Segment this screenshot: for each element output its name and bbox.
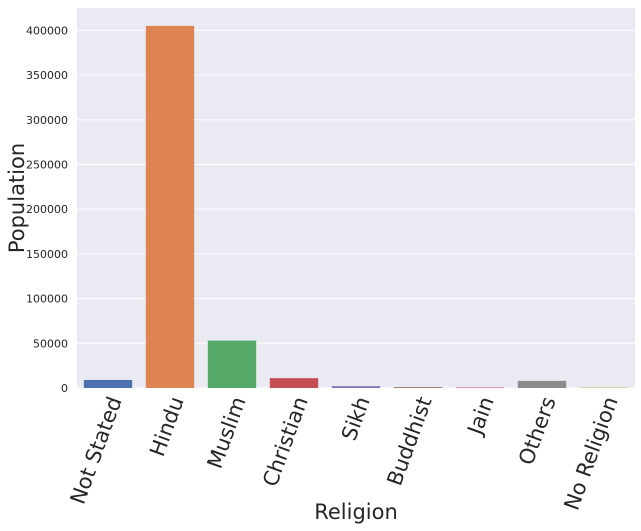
- bar-sikh: [331, 386, 381, 388]
- bar-not-stated: [83, 379, 133, 388]
- bar-christian: [269, 378, 319, 388]
- y-tick-label: 0: [61, 382, 68, 395]
- y-tick-label: 150000: [26, 248, 68, 261]
- y-axis-label: Population: [5, 143, 29, 253]
- bar-muslim: [207, 340, 257, 388]
- y-tick-label: 100000: [26, 293, 68, 306]
- x-tick-label: Muslim: [203, 394, 251, 472]
- y-tick-label: 250000: [26, 158, 68, 171]
- x-tick-label: Jain: [462, 394, 498, 440]
- x-tick-label: Not Stated: [66, 394, 127, 508]
- x-tick-label: Buddhist: [382, 394, 436, 489]
- bar-hindu: [145, 25, 195, 388]
- x-tick-label: Christian: [258, 394, 313, 490]
- y-tick-labels: 0 50000 100000 150000 200000 250000 300000 3500…: [26, 24, 68, 395]
- x-tick-label: Others: [514, 394, 561, 469]
- y-tick-label: 300000: [26, 114, 68, 127]
- bar-buddhist: [393, 387, 443, 388]
- y-tick-label: 400000: [26, 24, 68, 37]
- bars: [83, 25, 629, 388]
- x-axis-label: Religion: [314, 500, 398, 524]
- bar-others: [517, 380, 567, 388]
- y-tick-label: 350000: [26, 69, 68, 82]
- y-tick-label: 50000: [33, 337, 68, 350]
- x-tick-label: Hindu: [145, 394, 189, 460]
- bar-jain: [455, 387, 505, 388]
- y-tick-label: 200000: [26, 203, 68, 216]
- x-tick-label: No Religion: [560, 394, 623, 514]
- x-tick-label: Sikh: [337, 394, 375, 444]
- x-tick-labels: Not Stated Hindu Muslim Christian Sikh Buddhi…: [66, 394, 623, 514]
